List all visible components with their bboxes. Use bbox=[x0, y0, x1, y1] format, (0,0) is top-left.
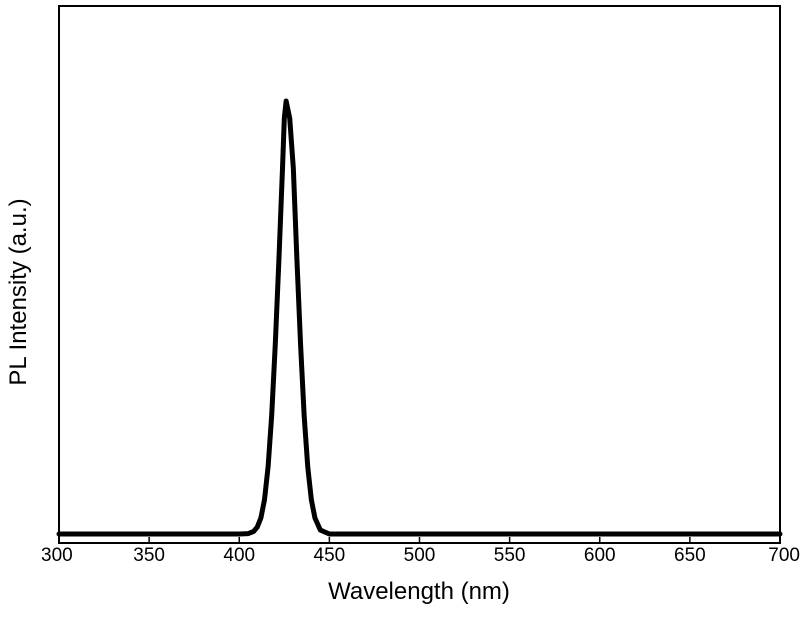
series-line-0 bbox=[56, 98, 783, 537]
x-tick-label-700: 700 bbox=[768, 545, 800, 566]
x-tick-label-500: 500 bbox=[404, 545, 436, 566]
x-tick-label-300: 300 bbox=[41, 545, 73, 566]
y-axis-label: PL Intensity (a.u.) bbox=[5, 198, 32, 385]
x-axis-label: Wavelength (nm) bbox=[328, 578, 510, 605]
x-tick-label-350: 350 bbox=[133, 545, 165, 566]
plot-area-frame bbox=[58, 5, 781, 544]
x-tick-label-650: 650 bbox=[674, 545, 706, 566]
x-tick-label-550: 550 bbox=[494, 545, 526, 566]
x-axis-ticks: 300 350 400 450 500 550 600 650 700 bbox=[41, 537, 800, 566]
series-layer bbox=[56, 98, 783, 537]
x-tick-label-600: 600 bbox=[584, 545, 616, 566]
x-tick-label-450: 450 bbox=[314, 545, 346, 566]
x-tick-label-400: 400 bbox=[223, 545, 255, 566]
